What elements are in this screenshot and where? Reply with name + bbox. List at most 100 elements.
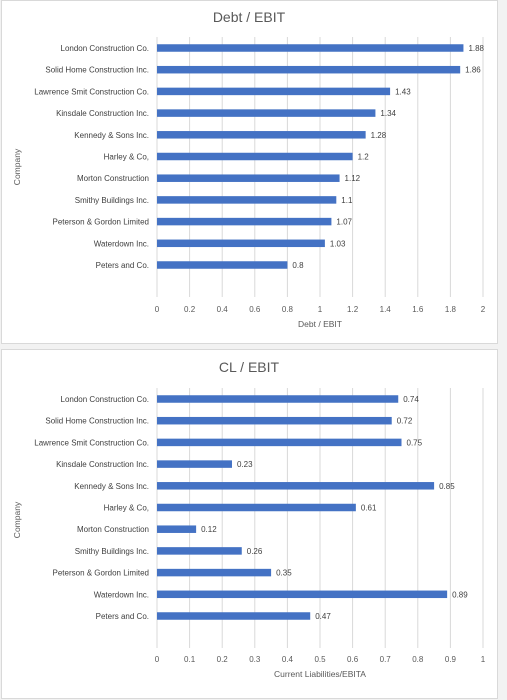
debt-ebit-chart-panel: Debt / EBIT London Construction Co. Solid… — [1, 0, 498, 344]
category-label: London Construction Co. — [61, 44, 150, 53]
x-tick-label: 1 — [318, 305, 323, 314]
x-tick-label: 0.7 — [380, 655, 392, 664]
category-labels: London Construction Co. Solid Home Constr… — [34, 44, 149, 270]
data-label: 0.8 — [292, 261, 304, 270]
data-label: 0.72 — [397, 417, 413, 426]
bar — [157, 152, 353, 161]
bar — [157, 612, 311, 620]
bars — [157, 395, 448, 620]
bar — [157, 131, 366, 139]
category-label: Kennedy & Sons Inc. — [74, 131, 149, 140]
bar — [157, 482, 435, 490]
category-label: Peters and Co. — [96, 612, 149, 621]
y-axis-title: Company — [12, 501, 22, 538]
x-tick-label: 1.6 — [412, 305, 424, 314]
category-label: Kinsdale Construction Inc. — [56, 109, 149, 118]
category-label: Solid Home Construction Inc. — [45, 417, 149, 426]
x-tick-label: 0.8 — [412, 655, 424, 664]
x-tick-label: 0 — [155, 305, 160, 314]
bar — [157, 87, 391, 96]
chart-title: Debt / EBIT — [213, 9, 286, 25]
x-tick-label: 1.2 — [347, 305, 359, 314]
category-label: Smithy Buildings Inc. — [75, 547, 149, 556]
data-label: 0.35 — [276, 569, 292, 578]
data-labels: 1.88 1.86 1.43 1.34 1.28 1.2 1.12 1.1 1.07 1.03 0.… — [292, 44, 484, 270]
x-tick-label: 0.6 — [347, 655, 359, 664]
data-label: 0.75 — [407, 438, 423, 447]
bar — [157, 590, 448, 599]
data-label: 1.12 — [345, 174, 361, 183]
bar — [157, 568, 272, 577]
x-tick-labels: 0 0.2 0.4 0.6 0.8 1 1.2 1.4 1.6 1.8 2 — [155, 305, 486, 314]
data-labels: 0.74 0.72 0.75 0.23 0.85 0.61 0.12 0.26 0.35 0.89… — [201, 395, 468, 621]
data-label: 1.43 — [395, 87, 411, 96]
category-label: Morton Construction — [77, 174, 149, 183]
data-label: 1.86 — [465, 66, 481, 75]
bars — [157, 44, 464, 269]
data-label: 1.34 — [380, 109, 396, 118]
bar — [157, 109, 376, 117]
x-tick-label: 1 — [481, 655, 486, 664]
x-tick-label: 2 — [481, 305, 486, 314]
bar — [157, 239, 325, 248]
bar — [157, 525, 197, 533]
bar — [157, 44, 464, 52]
bar — [157, 395, 399, 403]
x-tick-label: 0 — [155, 655, 160, 664]
data-label: 0.47 — [315, 612, 331, 621]
data-label: 1.1 — [341, 196, 353, 205]
data-label: 1.2 — [358, 153, 370, 162]
category-label: Waterdown Inc. — [94, 590, 149, 599]
y-axis-title: Company — [12, 148, 22, 185]
x-tick-label: 0.8 — [282, 305, 294, 314]
data-label: 0.23 — [237, 460, 253, 469]
x-axis-title: Current Liabilities/EBITA — [274, 669, 366, 679]
category-label: Peterson & Gordon Limited — [53, 569, 150, 578]
data-label: 0.89 — [452, 590, 468, 599]
x-tick-label: 0.3 — [249, 655, 261, 664]
category-label: Lawrence Smit Construction Co. — [34, 87, 149, 96]
data-label: 1.28 — [371, 131, 387, 140]
bar — [157, 217, 332, 226]
category-label: Peters and Co. — [96, 261, 149, 270]
category-label: Kennedy & Sons Inc. — [74, 482, 149, 491]
category-labels: London Construction Co. Solid Home Constr… — [34, 395, 149, 621]
data-label: 1.88 — [468, 44, 484, 53]
category-label: Waterdown Inc. — [94, 239, 149, 248]
bar — [157, 65, 461, 74]
x-tick-label: 0.1 — [184, 655, 196, 664]
category-label: Kinsdale Construction Inc. — [56, 460, 149, 469]
cl-ebit-chart-panel: CL / EBIT London Construction Co. Solid H… — [1, 349, 498, 699]
bar — [157, 503, 356, 512]
data-label: 1.07 — [336, 218, 352, 227]
data-label: 1.03 — [330, 239, 346, 248]
bar — [157, 174, 340, 182]
x-tick-label: 0.4 — [217, 305, 229, 314]
x-tick-label: 0.2 — [217, 655, 229, 664]
gridlines — [156, 388, 484, 648]
data-label: 0.74 — [403, 395, 419, 404]
x-tick-label: 0.5 — [314, 655, 326, 664]
category-label: London Construction Co. — [61, 395, 150, 404]
category-label: Solid Home Construction Inc. — [45, 66, 149, 75]
x-tick-label: 0.6 — [249, 305, 261, 314]
gridlines — [156, 37, 484, 297]
x-axis-title: Debt / EBIT — [298, 319, 342, 329]
x-tick-label: 0.9 — [445, 655, 457, 664]
data-label: 0.85 — [439, 482, 455, 491]
debt-ebit-chart: Debt / EBIT London Construction Co. Solid… — [12, 9, 486, 329]
x-tick-label: 0.4 — [282, 655, 294, 664]
bar — [157, 196, 337, 204]
x-tick-labels: 0 0.1 0.2 0.3 0.4 0.5 0.6 0.7 0.8 0.9 1 — [155, 655, 486, 664]
category-label: Peterson & Gordon Limited — [53, 218, 150, 227]
category-label: Harley & Co, — [104, 153, 149, 162]
data-label: 0.61 — [361, 504, 377, 513]
category-label: Smithy Buildings Inc. — [75, 196, 149, 205]
chart-title: CL / EBIT — [219, 359, 280, 375]
bar — [157, 416, 392, 425]
data-label: 0.12 — [201, 525, 217, 534]
data-label: 0.26 — [247, 547, 263, 556]
bar — [157, 261, 288, 269]
category-label: Lawrence Smit Construction Co. — [34, 438, 149, 447]
x-tick-label: 0.2 — [184, 305, 196, 314]
